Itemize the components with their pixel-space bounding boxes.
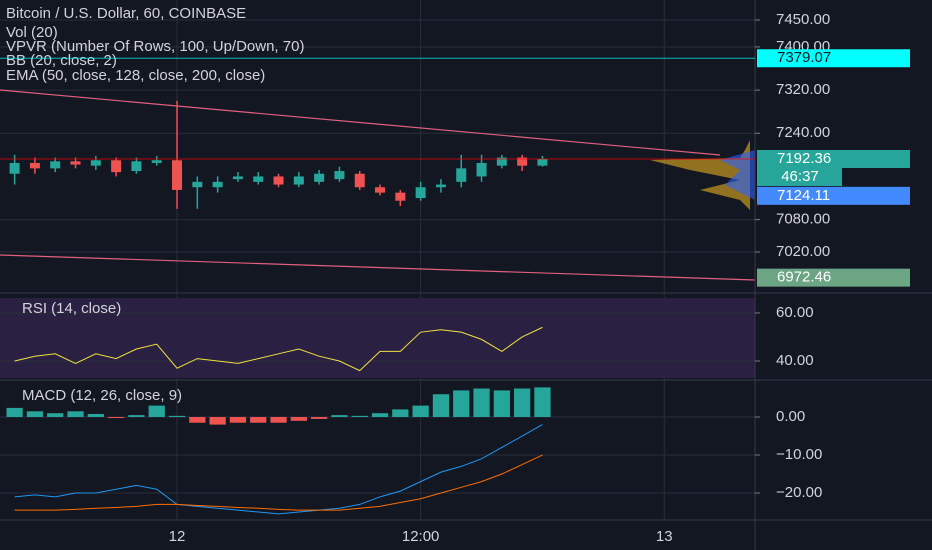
indicator-line — [14, 326, 543, 372]
histogram-bar — [128, 415, 145, 418]
rsi-band — [0, 298, 755, 378]
countdown-box — [757, 167, 842, 186]
histogram-bar — [270, 417, 287, 423]
candle-body — [395, 192, 406, 201]
candle-body — [232, 176, 243, 180]
histogram-bar — [412, 405, 429, 418]
candle-body — [172, 160, 183, 190]
histogram-bar — [67, 411, 84, 418]
histogram-bar — [290, 417, 307, 421]
trend-line — [0, 89, 721, 156]
countdown: 46:37 — [781, 168, 819, 185]
histogram-bar — [534, 387, 551, 418]
candle-body — [90, 160, 101, 166]
x-tick-label: 12 — [169, 528, 186, 545]
pane-title: MACD (12, 26, close, 9) — [22, 387, 182, 404]
candle-body — [537, 158, 548, 166]
histogram-bar — [392, 409, 409, 418]
y-tick-label: −10.00 — [776, 446, 822, 463]
candle-body — [212, 181, 223, 188]
candle-body — [151, 160, 162, 163]
candle-body — [9, 162, 20, 174]
y-tick-label: 60.00 — [776, 304, 814, 321]
histogram-bar — [209, 417, 226, 425]
candle-body — [273, 176, 284, 185]
y-tick-label: 7320.00 — [776, 81, 830, 98]
candle-body — [293, 176, 304, 185]
histogram-bar — [189, 417, 206, 423]
histogram-bar — [514, 388, 531, 418]
histogram-bar — [331, 415, 348, 418]
histogram-bar — [453, 390, 470, 418]
decorations — [0, 89, 756, 281]
candle-body — [111, 160, 122, 173]
price-label-box — [757, 186, 910, 205]
histogram-bar — [311, 417, 328, 419]
price-label: 6972.46 — [777, 269, 831, 286]
y-tick-label: −20.00 — [776, 484, 822, 501]
histogram-bar — [6, 407, 23, 418]
indicator-label: EMA (50, close, 128, close, 200, close) — [6, 67, 265, 84]
indicator-line — [14, 424, 543, 515]
y-tick-label: 7240.00 — [776, 124, 830, 141]
candle-body — [253, 176, 264, 182]
y-tick-label: 40.00 — [776, 352, 814, 369]
histogram-bar — [493, 390, 510, 418]
price-label: 7124.11 — [777, 187, 830, 204]
grid — [0, 0, 755, 520]
candle-body — [415, 187, 426, 199]
candle-body — [375, 187, 386, 193]
price-label: 7379.07 — [777, 49, 831, 66]
x-tick-label: 13 — [656, 528, 673, 545]
candle-body — [29, 162, 40, 169]
candle-body — [476, 162, 487, 177]
candle-body — [70, 161, 81, 165]
indicator-line — [14, 454, 543, 511]
candle-body — [354, 173, 365, 188]
chart-title: Bitcoin / U.S. Dollar, 60, COINBASE — [6, 5, 246, 22]
y-tick-label: 7450.00 — [776, 11, 830, 28]
histogram-bar — [229, 417, 247, 423]
price-label: 7192.36 — [777, 150, 831, 167]
indicator-label: Vol (20) — [6, 24, 58, 41]
price-label-box — [757, 149, 910, 168]
histogram-bar — [432, 394, 450, 418]
x-tick-label: 12:00 — [402, 528, 440, 545]
histogram-bar — [250, 417, 267, 423]
candle-body — [192, 181, 203, 188]
y-tick-label: 7080.00 — [776, 211, 830, 228]
histogram-bar — [47, 413, 64, 418]
price-label-box — [757, 268, 910, 287]
histogram-bar — [148, 405, 165, 418]
histogram-bar — [351, 415, 368, 418]
trend-line — [0, 254, 756, 281]
volume-profile — [720, 150, 755, 200]
histogram-bar — [87, 413, 104, 418]
price-label-box — [757, 49, 910, 68]
candle-body — [314, 173, 325, 182]
histogram-bar — [26, 411, 44, 418]
candle-body — [435, 184, 446, 188]
pane-title: RSI (14, close) — [22, 300, 121, 317]
indicator-label: BB (20, close, 2) — [6, 52, 117, 69]
indicator-label: VPVR (Number Of Rows, 100, Up/Down, 70) — [6, 38, 304, 55]
histogram-bar — [168, 415, 186, 418]
histogram-bar — [473, 388, 490, 418]
candle-body — [456, 168, 467, 182]
candle-body — [50, 161, 61, 169]
candle-body — [334, 171, 345, 180]
histogram-bar — [108, 417, 125, 419]
volume-profile — [650, 140, 750, 210]
y-tick-label: 0.00 — [776, 408, 805, 425]
candle-body — [496, 157, 507, 166]
candle-body — [517, 157, 528, 166]
candle-body — [131, 161, 142, 172]
histogram-bar — [371, 413, 389, 418]
y-tick-label: 7020.00 — [776, 243, 830, 260]
